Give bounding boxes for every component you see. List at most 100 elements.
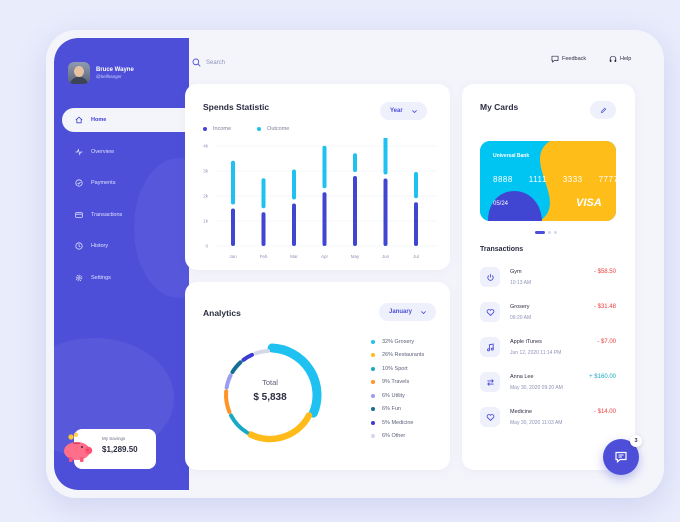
- donut-segment[interactable]: [241, 352, 254, 362]
- donut-segment[interactable]: [229, 413, 250, 435]
- month-select[interactable]: January: [379, 303, 437, 321]
- feedback-button[interactable]: Feedback: [551, 55, 586, 63]
- legend-item: 6% Utility: [371, 389, 424, 403]
- sidebar-item-settings[interactable]: Settings: [54, 266, 189, 290]
- top-header: Search Feedback Help: [189, 38, 656, 82]
- spends-statistic-card: Spends Statistic Year Income Outcome 0 1k…: [185, 84, 450, 270]
- transaction-date: May 30, 2020 09:20 AM: [510, 385, 563, 391]
- transaction-row[interactable]: Anna Lee May 30, 2020 09:20 AM + $160.00: [480, 371, 616, 395]
- donut-segment[interactable]: [253, 349, 271, 356]
- bar-income[interactable]: [383, 178, 388, 247]
- spends-title: Spends Statistic: [203, 102, 270, 112]
- bar-outcome[interactable]: [353, 153, 357, 172]
- sidebar-item-home[interactable]: Home: [62, 108, 189, 132]
- x-tick-label: Jan: [229, 254, 237, 259]
- user-handle: @bellhanger: [96, 74, 122, 79]
- clock-icon: [75, 242, 83, 250]
- bar-outcome[interactable]: [231, 160, 235, 205]
- bar-outcome[interactable]: [292, 169, 296, 200]
- legend-item: 6% Fun: [371, 403, 424, 417]
- gear-icon: [75, 274, 83, 281]
- search-placeholder: Search: [206, 59, 226, 66]
- user-profile[interactable]: Bruce Wayne @bellhanger: [68, 62, 134, 84]
- pencil-icon: [600, 107, 606, 113]
- donut-segment[interactable]: [247, 412, 313, 443]
- transaction-row[interactable]: Gym 10:13 AM - $58.50: [480, 266, 616, 290]
- transfer-icon: [486, 378, 494, 386]
- transaction-row[interactable]: Medicine May 30, 2020 11:03 AM - $14.00: [480, 406, 616, 430]
- donut-segment[interactable]: [224, 389, 232, 414]
- search-input[interactable]: Search: [192, 58, 225, 67]
- transaction-row[interactable]: Grosery 09:20 AM - $31.48: [480, 301, 616, 325]
- bar-income[interactable]: [353, 176, 357, 246]
- bank-card[interactable]: Universal Bank 8888 1111 3333 7777 05/24…: [480, 141, 616, 221]
- headphones-icon: [609, 55, 617, 63]
- card-background: [480, 141, 616, 221]
- message-icon: [551, 55, 559, 63]
- donut-segment[interactable]: [267, 343, 322, 418]
- help-button[interactable]: Help: [609, 55, 631, 63]
- bar-outcome[interactable]: [383, 138, 388, 175]
- sidebar-item-label: Transactions: [91, 211, 123, 218]
- legend-item: 26% Restaurants: [371, 349, 424, 363]
- bar-outcome[interactable]: [322, 145, 327, 189]
- sidebar-item-payments[interactable]: Payments: [54, 171, 189, 195]
- legend-item: 10% Sport: [371, 362, 424, 376]
- analytics-legend: 32% Grosery 26% Restaurants 10% Sport 9% Tr…: [371, 335, 424, 443]
- legend-outcome: Outcome: [257, 126, 289, 132]
- transaction-amount: + $160.00: [589, 374, 616, 380]
- period-select[interactable]: Year: [380, 102, 427, 120]
- transaction-date: 09:20 AM: [510, 315, 532, 321]
- transaction-name: Anna Lee: [510, 374, 534, 380]
- spends-bar-chart: 0 1k 2k 3k 4k Jan Feb Mar Apr May Jun Jul: [203, 138, 437, 259]
- donut-segment[interactable]: [224, 373, 233, 390]
- transaction-row[interactable]: Apple iTunes Jun 12, 2020 11:14 PM - $7.…: [480, 336, 616, 360]
- card-expiry: 05/24: [493, 201, 509, 207]
- bar-outcome[interactable]: [261, 178, 266, 209]
- y-tick-label: 4k: [203, 144, 209, 149]
- check-circle-icon: [75, 179, 83, 187]
- y-tick-label: 0: [205, 244, 208, 249]
- sidebar-item-history[interactable]: History: [54, 234, 189, 258]
- chat-button[interactable]: 3: [603, 435, 642, 475]
- transactions-title: Transactions: [480, 246, 524, 253]
- x-tick-label: Jun: [382, 254, 390, 259]
- heart-icon: [486, 308, 494, 316]
- bank-name: Universal Bank: [493, 153, 530, 159]
- bar-income[interactable]: [292, 203, 296, 247]
- y-tick-label: 2k: [203, 194, 209, 199]
- analytics-donut-chart: [224, 343, 322, 443]
- chevron-down-icon: [421, 310, 426, 314]
- donut-segment[interactable]: [230, 360, 243, 375]
- sidebar-item-label: Settings: [91, 274, 111, 281]
- sidebar-item-label: History: [91, 243, 109, 249]
- credit-card-icon: [75, 211, 83, 218]
- power-icon: [486, 273, 494, 281]
- transaction-amount: - $58.50: [593, 269, 616, 275]
- total-value: $ 5,838: [253, 392, 287, 403]
- legend-item: 9% Travels: [371, 376, 424, 390]
- bar-income[interactable]: [261, 212, 266, 246]
- bar-income[interactable]: [231, 208, 235, 247]
- transaction-amount: - $31.48: [593, 304, 616, 310]
- sidebar-item-transactions[interactable]: Transactions: [54, 203, 189, 227]
- card-pagination[interactable]: [535, 231, 557, 234]
- bar-income[interactable]: [322, 192, 327, 246]
- transaction-name: Gym: [510, 269, 522, 275]
- transaction-date: May 30, 2020 11:03 AM: [510, 420, 563, 426]
- bar-income[interactable]: [414, 202, 418, 246]
- legend-income: Income: [203, 126, 231, 132]
- transaction-name: Grosery: [510, 304, 530, 310]
- edit-cards-button[interactable]: [590, 101, 616, 119]
- x-tick-label: Mar: [290, 254, 298, 259]
- savings-label: My Savings: [102, 436, 126, 441]
- dashboard-app: Bruce Wayne @bellhanger Home Overview Pa…: [54, 38, 656, 490]
- my-cards-panel: My Cards Universal Bank 8888 1111 3333 7…: [462, 84, 635, 470]
- music-icon: [486, 343, 494, 351]
- bar-outcome[interactable]: [414, 172, 418, 199]
- sidebar-item-overview[interactable]: Overview: [54, 140, 189, 164]
- card-number: 8888 1111 3333 7777: [493, 175, 616, 184]
- sidebar-item-label: Home: [91, 117, 107, 123]
- chat-icon: [615, 451, 627, 464]
- notification-badge: 3: [630, 435, 642, 447]
